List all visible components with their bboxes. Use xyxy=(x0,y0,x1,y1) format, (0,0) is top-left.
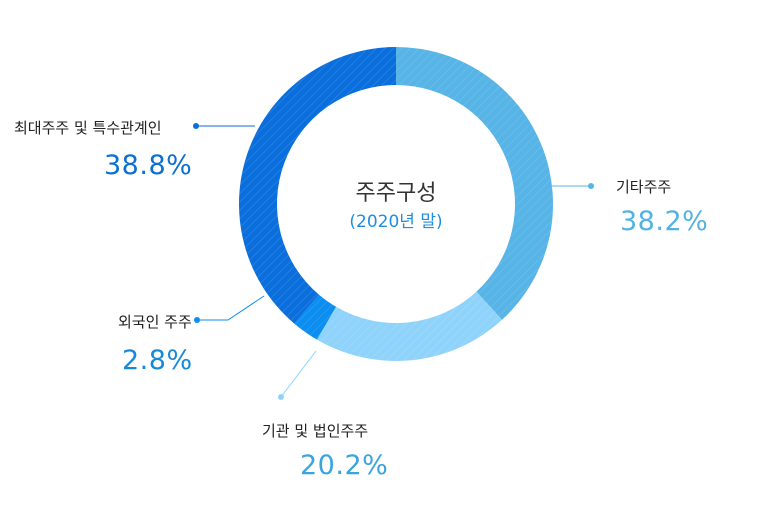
leader-institutions-dot xyxy=(278,394,284,400)
chart-title: 주주구성 xyxy=(355,181,437,206)
leader-institutions xyxy=(280,350,317,398)
slice-largest-shareholder-texture xyxy=(239,47,396,324)
leader-other-shareholders-dot xyxy=(588,183,594,189)
label-foreign-shareholders: 외국인 주주 xyxy=(118,313,192,331)
label-largest-shareholder: 최대주주 및 특수관계인 xyxy=(14,119,162,137)
slice-institutions-texture xyxy=(316,291,503,361)
chart-subtitle: (2020년 말) xyxy=(349,212,443,232)
label-other-shareholders: 기타주주 xyxy=(616,178,672,196)
pct-other-shareholders: 38.2% xyxy=(620,206,709,237)
leader-largest-shareholder-dot xyxy=(193,123,199,129)
pct-institutions: 20.2% xyxy=(300,450,389,481)
leader-foreign-shareholders xyxy=(197,295,265,321)
pct-foreign-shareholders: 2.8% xyxy=(122,345,193,376)
label-institutions: 기관 및 법인주주 xyxy=(262,422,369,440)
slice-other-shareholders-texture xyxy=(396,47,553,320)
leader-foreign-shareholders-dot xyxy=(194,317,200,323)
slice-foreign-shareholders-texture xyxy=(294,294,337,340)
pct-largest-shareholder: 38.8% xyxy=(104,150,193,181)
